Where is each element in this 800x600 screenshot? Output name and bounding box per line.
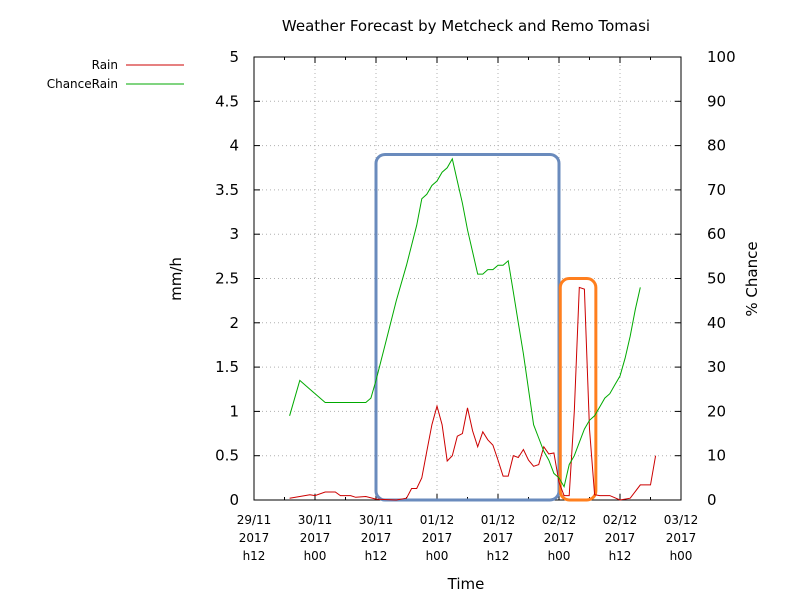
y2-tick-label: 30 bbox=[707, 358, 726, 376]
y-tick-label: 1.5 bbox=[215, 358, 239, 376]
annotation-boxes bbox=[374, 152, 598, 502]
x-tick-label: h00 bbox=[426, 549, 449, 563]
y2-tick-label: 60 bbox=[707, 225, 726, 243]
y-tick-label: 1 bbox=[229, 402, 239, 420]
y2-tick-label: 90 bbox=[707, 92, 726, 110]
x-tick-label: 2017 bbox=[544, 531, 575, 545]
grid-lines bbox=[254, 57, 681, 500]
x-tick-label: h00 bbox=[670, 549, 693, 563]
legend-label-rain: Rain bbox=[92, 58, 118, 72]
x-tick-label: 30/11 bbox=[359, 513, 394, 527]
y2-axis-label: % Chance bbox=[743, 241, 761, 316]
x-tick-label: 01/12 bbox=[420, 513, 455, 527]
x-tick-label: 29/11 bbox=[237, 513, 272, 527]
x-tick-label: 2017 bbox=[239, 531, 270, 545]
y-tick-label: 3 bbox=[229, 225, 239, 243]
x-tick-label: 2017 bbox=[483, 531, 514, 545]
y2-tick-label: 20 bbox=[707, 402, 726, 420]
series-lines bbox=[289, 157, 657, 501]
x-axis-label: Time bbox=[447, 575, 485, 593]
x-tick-label: 2017 bbox=[300, 531, 331, 545]
y-tick-label: 5 bbox=[229, 48, 239, 66]
x-tick-label: h12 bbox=[487, 549, 510, 563]
y-tick-label: 4.5 bbox=[215, 92, 239, 110]
annotation-box-1 bbox=[374, 152, 561, 502]
y-tick-label: 0.5 bbox=[215, 447, 239, 465]
y2-tick-label: 50 bbox=[707, 270, 726, 288]
y-tick-label: 2.5 bbox=[215, 270, 239, 288]
x-axis: 29/11 2017 h12 30/11 2017 h00 30/11 2017 h12 01/1… bbox=[237, 57, 699, 563]
series-line-chancerain bbox=[289, 157, 641, 489]
legend-label-chancerain: ChanceRain bbox=[47, 77, 118, 91]
chart-title: Weather Forecast by Metcheck and Remo To… bbox=[282, 17, 650, 35]
x-tick-label: 2017 bbox=[422, 531, 453, 545]
y-tick-label: 0 bbox=[229, 491, 239, 509]
y-axis-label: mm/h bbox=[167, 257, 185, 301]
y-tick-label: 3.5 bbox=[215, 181, 239, 199]
x-tick-label: 2017 bbox=[361, 531, 392, 545]
y-tick-label: 4 bbox=[229, 137, 239, 155]
x-tick-label: 2017 bbox=[666, 531, 697, 545]
series-line-rain bbox=[289, 286, 657, 501]
y-axis-left: 0 0.5 1 1.5 2 2.5 3 3.5 4 4.5 5 bbox=[215, 48, 260, 509]
y2-tick-label: 70 bbox=[707, 181, 726, 199]
x-tick-label: 02/12 bbox=[603, 513, 638, 527]
x-tick-label: 01/12 bbox=[481, 513, 516, 527]
y2-tick-label: 80 bbox=[707, 137, 726, 155]
x-tick-label: 03/12 bbox=[664, 513, 699, 527]
x-tick-label: h12 bbox=[609, 549, 632, 563]
y2-tick-label: 0 bbox=[707, 491, 717, 509]
x-tick-label: h12 bbox=[365, 549, 388, 563]
y2-tick-label: 10 bbox=[707, 447, 726, 465]
y2-tick-label: 100 bbox=[707, 48, 736, 66]
x-tick-label: h00 bbox=[548, 549, 571, 563]
x-tick-label: h00 bbox=[304, 549, 327, 563]
x-tick-label: 30/11 bbox=[298, 513, 333, 527]
legend: Rain ChanceRain bbox=[47, 58, 184, 91]
x-tick-label: h12 bbox=[243, 549, 266, 563]
x-tick-label: 02/12 bbox=[542, 513, 577, 527]
x-tick-label: 2017 bbox=[605, 531, 636, 545]
y2-tick-label: 40 bbox=[707, 314, 726, 332]
y-tick-label: 2 bbox=[229, 314, 239, 332]
y-axis-right: 0 10 20 30 40 50 60 70 80 90 100 bbox=[675, 48, 736, 509]
annotation-box-2 bbox=[558, 277, 598, 502]
